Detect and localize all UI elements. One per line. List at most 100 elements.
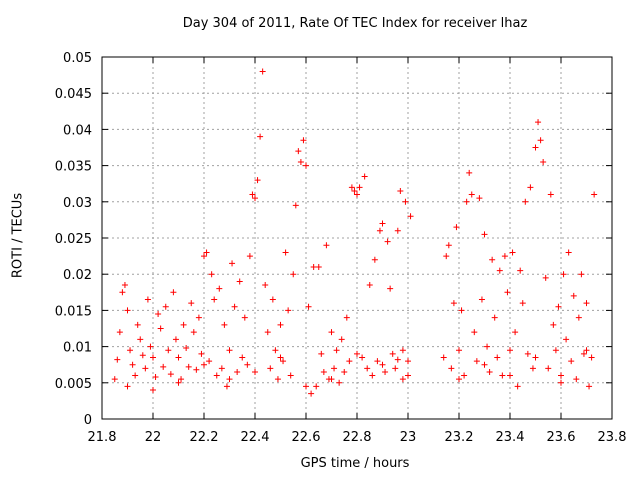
data-point xyxy=(568,358,575,365)
data-point xyxy=(264,329,271,336)
data-point xyxy=(167,371,174,378)
data-point xyxy=(234,368,241,375)
data-point xyxy=(274,376,281,383)
data-point xyxy=(405,358,411,365)
data-point xyxy=(547,191,554,198)
chart-title: Day 304 of 2011, Rate Of TEC Index for r… xyxy=(182,16,528,31)
data-point xyxy=(348,184,355,191)
data-point xyxy=(354,350,360,357)
data-point xyxy=(466,169,473,176)
x-tick-label: 23.2 xyxy=(445,430,474,445)
data-point xyxy=(591,191,598,198)
data-point xyxy=(320,368,327,375)
data-point xyxy=(481,361,488,368)
data-point xyxy=(190,329,197,336)
data-point xyxy=(310,263,317,270)
data-point xyxy=(221,321,228,328)
data-point xyxy=(453,224,460,231)
data-point xyxy=(272,347,279,354)
data-point xyxy=(323,242,330,249)
data-point xyxy=(440,354,447,361)
data-point xyxy=(157,325,164,332)
data-point xyxy=(394,356,401,363)
data-point xyxy=(198,350,205,357)
y-tick-label: 0.03 xyxy=(63,196,92,211)
data-point xyxy=(389,350,396,357)
data-point xyxy=(142,365,149,372)
data-point xyxy=(507,347,513,354)
data-point xyxy=(290,271,297,278)
data-point xyxy=(124,383,131,390)
data-point xyxy=(277,354,284,361)
data-point xyxy=(147,343,154,350)
data-point xyxy=(162,303,169,310)
data-point xyxy=(471,329,478,336)
data-point xyxy=(318,350,325,357)
data-point xyxy=(183,345,190,352)
data-point xyxy=(509,249,516,256)
data-point xyxy=(241,314,248,321)
data-point xyxy=(371,256,378,263)
data-point xyxy=(392,365,399,372)
data-point xyxy=(517,267,524,274)
y-tick-label: 0.01 xyxy=(63,341,92,356)
y-tick-label: 0.005 xyxy=(55,377,92,392)
data-point xyxy=(208,271,215,278)
data-point xyxy=(384,238,391,245)
data-point xyxy=(259,68,266,75)
data-point xyxy=(285,307,292,314)
data-point xyxy=(573,376,580,383)
data-point xyxy=(478,296,485,303)
data-point xyxy=(121,282,128,289)
data-point xyxy=(580,350,587,357)
data-point xyxy=(328,329,335,336)
data-point xyxy=(583,300,590,307)
data-point xyxy=(333,347,340,354)
data-point xyxy=(262,282,269,289)
data-point xyxy=(583,347,590,354)
x-tick-label: 23.4 xyxy=(496,430,525,445)
data-point xyxy=(489,256,496,263)
data-point xyxy=(269,296,276,303)
data-point xyxy=(257,133,264,140)
data-point xyxy=(249,191,256,198)
data-point xyxy=(532,354,539,361)
data-point xyxy=(282,249,289,256)
x-axis-label: GPS time / hours xyxy=(300,456,410,471)
data-point xyxy=(399,376,406,383)
data-point xyxy=(195,314,202,321)
data-point xyxy=(407,213,414,220)
data-point xyxy=(303,383,309,390)
data-point xyxy=(402,198,409,205)
data-point xyxy=(366,282,373,289)
data-point xyxy=(116,329,123,336)
data-point xyxy=(507,372,513,379)
data-point xyxy=(292,202,299,209)
data-point xyxy=(188,300,195,307)
data-point xyxy=(361,173,368,180)
data-point xyxy=(175,354,182,361)
data-point xyxy=(376,227,383,234)
data-point xyxy=(359,354,366,361)
data-point xyxy=(129,361,136,368)
data-point xyxy=(328,376,335,383)
data-point xyxy=(387,285,394,292)
data-point xyxy=(315,263,322,270)
data-point xyxy=(405,372,411,379)
data-point xyxy=(397,187,404,194)
data-point xyxy=(160,363,167,370)
x-tick-label: 23.6 xyxy=(547,430,576,445)
data-point xyxy=(532,144,539,151)
data-point xyxy=(305,303,312,310)
data-point xyxy=(535,119,542,126)
data-point xyxy=(239,354,246,361)
y-tick-label: 0.035 xyxy=(55,160,92,175)
data-point xyxy=(346,358,353,365)
data-point xyxy=(223,383,230,390)
x-tick-label: 23.8 xyxy=(598,430,627,445)
data-point xyxy=(565,249,572,256)
data-point xyxy=(540,158,547,165)
data-point xyxy=(226,376,233,383)
data-point xyxy=(512,329,519,336)
data-point xyxy=(308,390,315,397)
